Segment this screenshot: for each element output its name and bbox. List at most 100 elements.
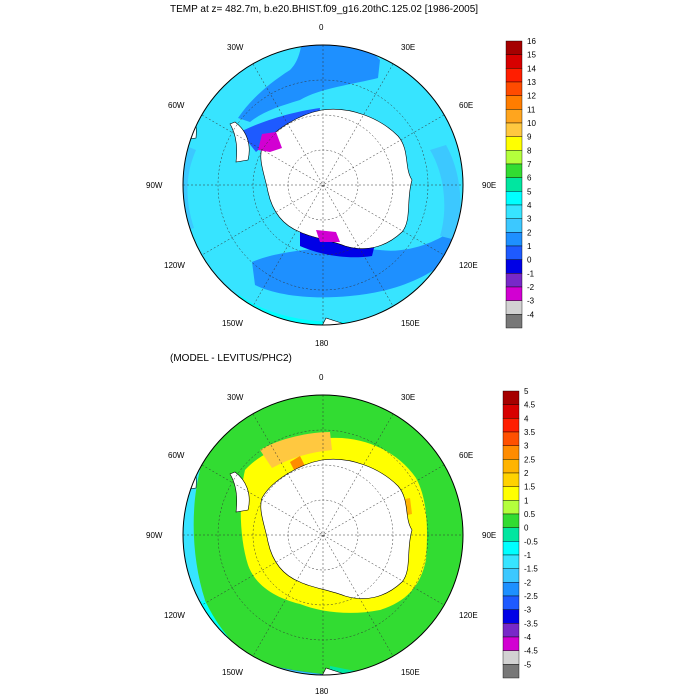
bottom-colorbar-tick-label: 2 <box>524 469 529 478</box>
bottom-colorbar-tick-label: 5 <box>524 387 529 396</box>
top-colorbar-swatch <box>505 286 523 301</box>
top-colorbar-swatch <box>505 122 523 137</box>
bottom-lon-label-120w: 120W <box>164 611 185 620</box>
top-colorbar-tick-label: 10 <box>527 119 536 128</box>
top-polar-map <box>182 44 464 326</box>
bottom-colorbar-swatch <box>502 445 520 460</box>
top-colorbar-tick-label: 15 <box>527 51 536 60</box>
top-colorbar-swatch <box>505 54 523 69</box>
top-colorbar-tick-label: 6 <box>527 174 532 183</box>
top-colorbar-swatch <box>505 218 523 233</box>
bottom-new-zealand-land <box>321 667 361 675</box>
top-colorbar-swatch <box>505 191 523 206</box>
top-peninsula-land <box>229 121 250 163</box>
bottom-colorbar-swatch <box>502 664 520 679</box>
bottom-colorbar-tick-label: -2 <box>524 578 532 587</box>
bottom-colorbar-tick-label: -4 <box>524 633 532 642</box>
top-colorbar-swatch <box>505 204 523 219</box>
bottom-colorbar-swatch <box>502 623 520 638</box>
top-lon-label-90e: 90E <box>482 181 497 190</box>
top-colorbar-swatch <box>505 259 523 274</box>
top-colorbar-swatch <box>505 109 523 124</box>
top-colorbar-tick-label: -2 <box>527 283 535 292</box>
top-lon-label-60e: 60E <box>459 101 474 110</box>
bottom-colorbar-swatch <box>502 595 520 610</box>
top-colorbar-tick-label: 0 <box>527 256 532 265</box>
bottom-colorbar-swatch <box>502 486 520 501</box>
top-colorbar-tick-label: 14 <box>527 64 536 73</box>
top-colorbar-tick-label: 5 <box>527 187 532 196</box>
bottom-colorbar-swatch <box>502 472 520 487</box>
top-lon-label-90w: 90W <box>146 181 163 190</box>
bottom-peninsula-land <box>229 471 250 513</box>
top-colorbar-swatch <box>505 81 523 96</box>
bottom-lon-label-30e: 30E <box>401 393 416 402</box>
bottom-colorbar-tick-label: 2.5 <box>524 455 536 464</box>
top-colorbar-tick-label: 13 <box>527 78 536 87</box>
bottom-colorbar-tick-label: -0.5 <box>524 537 538 546</box>
top-region-minus1c-patch-b <box>316 230 340 242</box>
bottom-colorbar-tick-label: -3.5 <box>524 619 538 628</box>
bottom-colorbar-tick-label: -1 <box>524 551 532 560</box>
top-region-minus1c-patch-a <box>258 132 282 152</box>
bottom-lon-label-60w: 60W <box>168 451 185 460</box>
bottom-colorbar-swatch <box>502 554 520 569</box>
top-graticule <box>183 45 463 325</box>
bottom-colorbar-swatch <box>502 636 520 651</box>
top-colorbar-tick-label: 8 <box>527 146 532 155</box>
top-colorbar-tick-label: -1 <box>527 269 535 278</box>
top-colorbar-tick-label: 1 <box>527 242 532 251</box>
bottom-colorbar-tick-label: 0.5 <box>524 510 536 519</box>
top-lon-label-0: 0 <box>319 23 324 32</box>
top-antarctica-land <box>260 108 413 249</box>
top-region-3c-west <box>183 145 196 232</box>
bottom-colorbar-swatch <box>502 459 520 474</box>
bottom-colorbar-swatch <box>502 568 520 583</box>
top-colorbar-tick-label: -3 <box>527 297 535 306</box>
top-lon-label-30w: 30W <box>227 43 244 52</box>
bottom-map-border <box>182 394 464 676</box>
top-lon-label-120e: 120E <box>459 261 478 270</box>
bottom-colorbar-tick-label: -1.5 <box>524 565 538 574</box>
bottom-colorbar-swatch <box>502 390 520 405</box>
bottom-colorbar-tick-label: 3.5 <box>524 428 536 437</box>
bottom-colorbar-swatch <box>502 650 520 665</box>
top-colorbar-swatch <box>505 245 523 260</box>
top-colorbar-tick-label: 4 <box>527 201 532 210</box>
top-colorbar-swatch <box>505 163 523 178</box>
bottom-lon-label-150e: 150E <box>401 668 420 677</box>
top-colorbar-tick-label: 7 <box>527 160 532 169</box>
bottom-colorbar-swatch <box>502 609 520 624</box>
top-colorbar-tick-label: 16 <box>527 37 536 46</box>
bottom-colorbar-tick-label: 0 <box>524 524 529 533</box>
bottom-colorbar-swatch <box>502 541 520 556</box>
bottom-colorbar-tick-label: -3 <box>524 606 532 615</box>
top-map-border <box>182 44 464 326</box>
bottom-colorbar-tick-label: -5 <box>524 660 532 669</box>
bottom-colorbar: 5 4.5 4 3.5 3 2.5 2 1.5 1 0.5 0 -0.5 -1 -1.5 -2 -2.5 -3 -… <box>502 387 538 679</box>
bottom-lon-label-150w: 150W <box>222 668 243 677</box>
top-lon-label-180: 180 <box>315 339 329 348</box>
bottom-colorbar-tick-label: 1.5 <box>524 483 536 492</box>
bottom-colorbar-swatch <box>502 431 520 446</box>
bottom-colorbar-swatch <box>502 513 520 528</box>
top-colorbar-swatch <box>505 177 523 192</box>
bottom-lon-label-180: 180 <box>315 687 329 696</box>
bottom-colorbar-tick-label: 1 <box>524 496 529 505</box>
bottom-colorbar-swatch <box>502 404 520 419</box>
top-colorbar-tick-label: 9 <box>527 133 532 142</box>
top-colorbar-swatch <box>505 95 523 110</box>
bottom-colorbar-swatch <box>502 527 520 542</box>
bottom-colorbar-swatch <box>502 582 520 597</box>
bottom-polar-map <box>182 394 464 676</box>
top-colorbar-swatch <box>505 273 523 288</box>
bottom-lon-label-90w: 90W <box>146 531 163 540</box>
top-colorbar-tick-label: 3 <box>527 215 532 224</box>
top-region-2c-south <box>252 230 456 298</box>
top-lon-label-30e: 30E <box>401 43 416 52</box>
bottom-lon-label-0: 0 <box>319 373 324 382</box>
bottom-colorbar-tick-label: 3 <box>524 442 529 451</box>
bottom-region-0-south <box>330 666 400 675</box>
bottom-colorbar-tick-label: 4 <box>524 414 529 423</box>
